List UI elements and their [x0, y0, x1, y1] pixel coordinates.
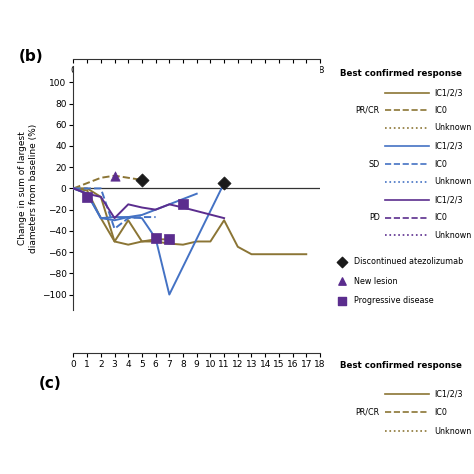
- Text: Unknown: Unknown: [435, 427, 472, 436]
- Text: IC1/2/3: IC1/2/3: [435, 142, 463, 151]
- Text: Unknown: Unknown: [435, 177, 472, 186]
- Text: Discontinued atezolizumab: Discontinued atezolizumab: [354, 257, 463, 266]
- Point: [111, 172, 118, 180]
- Point: [338, 277, 346, 285]
- Text: Best confirmed response: Best confirmed response: [340, 69, 462, 78]
- Text: New lesion: New lesion: [354, 277, 397, 286]
- Text: IC1/2/3: IC1/2/3: [435, 389, 463, 398]
- Text: Unknown: Unknown: [435, 231, 472, 240]
- Text: IC0: IC0: [435, 408, 447, 417]
- Point: [165, 236, 173, 243]
- Text: IC0: IC0: [435, 106, 447, 115]
- Text: PR/CR: PR/CR: [356, 408, 380, 417]
- Y-axis label: Change in sum of largest
diameters from baseline (%): Change in sum of largest diameters from …: [18, 124, 37, 253]
- Text: Unknown: Unknown: [435, 123, 472, 132]
- Text: SD: SD: [368, 160, 380, 168]
- Point: [83, 193, 91, 201]
- Point: [338, 258, 346, 265]
- Text: PD: PD: [369, 213, 380, 222]
- Text: IC1/2/3: IC1/2/3: [435, 88, 463, 97]
- Text: Best confirmed response: Best confirmed response: [340, 361, 462, 370]
- Text: Progressive disease: Progressive disease: [354, 296, 433, 305]
- Point: [138, 176, 146, 184]
- Text: IC0: IC0: [435, 160, 447, 168]
- Point: [179, 201, 187, 208]
- Text: IC1/2/3: IC1/2/3: [435, 196, 463, 205]
- Point: [152, 235, 159, 242]
- Text: (b): (b): [19, 49, 44, 64]
- Point: [338, 297, 346, 304]
- Point: [220, 179, 228, 187]
- Text: PR/CR: PR/CR: [356, 106, 380, 115]
- Text: IC0: IC0: [435, 213, 447, 222]
- Text: (c): (c): [39, 376, 62, 391]
